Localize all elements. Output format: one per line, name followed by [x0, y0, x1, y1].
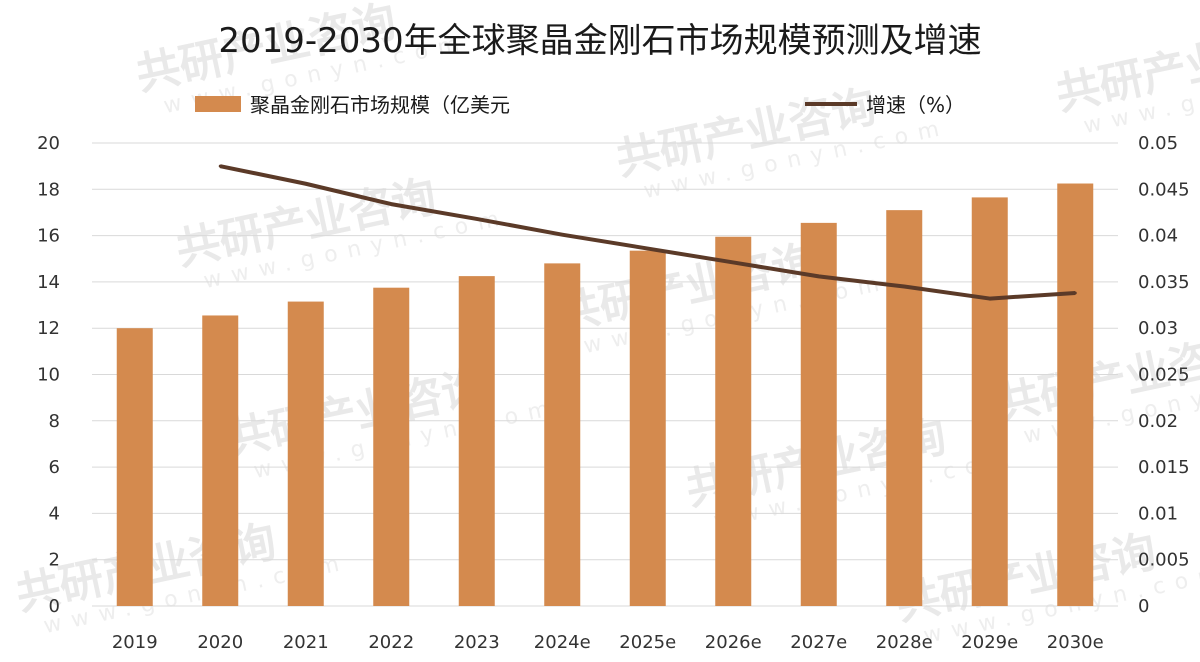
y-right-tick-label: 0.035	[1138, 272, 1190, 293]
watermark-layer: 共研产业咨询www.gonyn.com共研产业咨询www.gonyn.com共研…	[12, 0, 1200, 649]
legend: 聚晶金刚石市场规模（亿美元 增速（%）	[195, 93, 965, 117]
bar	[544, 263, 581, 606]
bar	[458, 276, 495, 606]
line-series	[218, 164, 1077, 301]
line-point	[646, 247, 650, 251]
x-tick-label: 2030e	[1047, 632, 1104, 653]
chart-title: 2019-2030年全球聚晶金刚石市场规模预测及增速	[218, 21, 981, 61]
y-axis-left: 0 2 4 6 8 10 12 14 16 18 20	[37, 133, 60, 617]
y-right-tick-label: 0.03	[1138, 318, 1178, 339]
gridlines	[92, 142, 1118, 607]
x-tick-label: 2025e	[619, 632, 676, 653]
y-right-tick-label: 0.005	[1138, 550, 1190, 571]
y-left-tick-label: 18	[37, 179, 60, 200]
x-tick-label: 2019	[112, 632, 158, 653]
bar	[971, 197, 1008, 606]
line-point	[304, 182, 308, 186]
y-right-tick-label: 0.01	[1138, 503, 1178, 524]
legend-label-bars: 聚晶金刚石市场规模（亿美元	[250, 93, 510, 117]
y-left-tick-label: 0	[49, 596, 60, 617]
bar	[116, 328, 153, 606]
y-left-tick-label: 4	[49, 503, 60, 524]
y-right-tick-label: 0.04	[1138, 226, 1178, 247]
bar	[287, 301, 324, 606]
x-tick-label: 2029e	[961, 632, 1018, 653]
line-point	[1073, 291, 1077, 295]
legend-swatch-bars	[195, 96, 241, 112]
y-right-tick-label: 0.02	[1138, 411, 1178, 432]
legend-label-line: 增速（%）	[866, 93, 965, 117]
line-point	[902, 285, 906, 289]
bar	[373, 287, 410, 606]
y-right-tick-label: 0.05	[1138, 133, 1178, 154]
x-tick-label: 2028e	[876, 632, 933, 653]
bar	[886, 210, 923, 606]
line-point	[218, 164, 222, 168]
y-right-tick-label: 0.045	[1138, 179, 1190, 200]
y-left-tick-label: 16	[37, 226, 60, 247]
y-left-tick-label: 20	[37, 133, 60, 154]
bar	[800, 222, 837, 606]
x-tick-label: 2020	[197, 632, 243, 653]
bar	[629, 250, 666, 606]
bar	[1057, 183, 1094, 606]
bar-series	[116, 183, 1094, 606]
line-point	[988, 297, 992, 301]
y-right-tick-label: 0	[1138, 596, 1149, 617]
line-point	[817, 274, 821, 278]
y-right-tick-label: 0.015	[1138, 457, 1190, 478]
y-left-tick-label: 8	[49, 411, 60, 432]
x-tick-label: 2022	[368, 632, 414, 653]
line-point	[731, 260, 735, 264]
y-left-tick-label: 2	[49, 550, 60, 571]
y-axis-right: 0 0.005 0.01 0.015 0.02 0.025 0.03 0.035 0.04 0.0…	[1138, 133, 1190, 617]
y-left-tick-label: 6	[49, 457, 60, 478]
bar	[715, 236, 752, 606]
x-tick-label: 2026e	[705, 632, 762, 653]
line-point	[389, 202, 393, 206]
x-tick-label: 2023	[454, 632, 500, 653]
bar	[202, 315, 239, 606]
x-tick-label: 2024e	[534, 632, 591, 653]
x-tick-label: 2021	[283, 632, 329, 653]
y-left-tick-label: 10	[37, 365, 60, 386]
y-right-tick-label: 0.025	[1138, 365, 1190, 386]
y-left-tick-label: 14	[37, 272, 60, 293]
y-left-tick-label: 12	[37, 318, 60, 339]
x-axis: 2019 2020 2021 2022 2023 2024e 2025e 2026e 2027e…	[112, 632, 1104, 653]
line-point	[475, 217, 479, 221]
x-tick-label: 2027e	[790, 632, 847, 653]
line-point	[560, 233, 564, 237]
